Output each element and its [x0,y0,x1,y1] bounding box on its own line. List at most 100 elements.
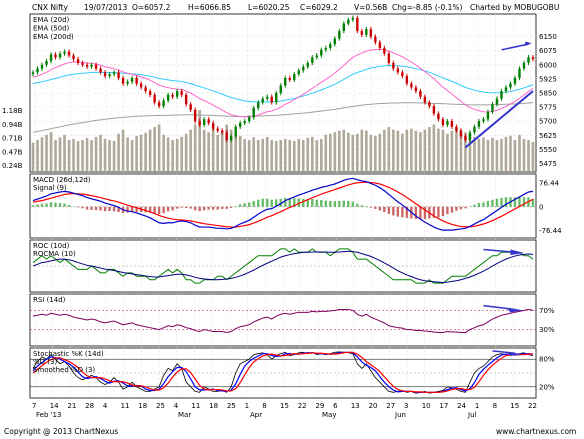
stoch-d-line [32,351,534,393]
volume-bar [365,130,368,171]
volume-bar [261,138,265,171]
candle-body [441,119,445,125]
volume-bar [220,132,224,171]
volume-bar [157,124,161,171]
candle-body [383,47,386,54]
volume-tick-label: 0.24B [2,162,23,170]
volume-bar [459,129,463,171]
candle-body [31,72,35,75]
macd-hist-bar [54,202,57,207]
candle-body [112,72,116,75]
volume-bar [324,134,328,171]
macd-hist-bar [405,206,409,218]
candle-body [329,44,332,48]
candle-body [518,68,521,78]
volume-bar [401,133,404,171]
ema200-line [32,102,534,133]
x-tick-label: 25 [156,402,165,410]
candle-body [356,17,359,32]
volume-bar [67,139,71,171]
volume-bar [441,129,445,171]
copyright-label: Copyright @ 2013 ChartNexus [4,427,118,436]
volume-bar [103,138,107,171]
candle-body [513,77,517,84]
candle-body [378,42,382,48]
macd-hist-bar [103,206,107,212]
macd-hist-bar [518,197,521,207]
month-label: May [322,411,336,419]
volume-bar [180,136,183,171]
macd-hist-bar [464,206,467,209]
volume-bar [319,138,323,171]
volume-bar [500,138,503,171]
rsi-legend-entry: RSI (14d) [33,296,66,304]
candle-body [261,98,264,103]
x-tick-label: 7 [32,402,36,410]
candle-body [342,23,346,32]
macd-hist-bar [261,198,264,207]
volume-bar [225,124,228,171]
volume-bar [383,129,386,171]
x-tick-label: 14 [50,402,59,410]
candle-body [432,106,436,114]
macd-hist-bar [45,203,48,207]
x-tick-label: 10 [422,402,431,410]
x-tick-label: 24 [457,402,466,410]
macd-hist-bar [148,206,152,213]
candle-body [302,66,305,71]
price-tick-label: 6000 [539,61,557,69]
macd-hist-bar [500,197,503,207]
volume-bar [509,135,512,171]
macd-hist-bar [252,200,255,207]
price-legend-entry: EMA (20d) [33,16,70,24]
candle-body [202,119,206,125]
macd-hist-bar [58,203,62,207]
volume-bar [274,141,278,171]
volume-bar [81,139,84,171]
candle-body [243,121,246,124]
candle-body [157,102,161,107]
macd-hist-bar [157,206,161,215]
x-tick-label: 8 [493,402,497,410]
volume-bar [40,137,44,171]
volume-bar [99,134,102,171]
candle-body [211,123,215,129]
macd-hist-bar [396,206,400,217]
x-tick-label: 25 [227,402,236,410]
rsi-tick-label: 30% [539,326,555,334]
volume-bar [175,138,179,171]
candle-body [392,62,395,69]
symbol-label: CNX Nifty [32,3,69,12]
candle-body [198,121,201,125]
volume-bar [360,129,364,171]
candle-body [139,83,143,88]
trend-line [464,90,534,149]
volume-bar [243,138,247,171]
macd-line [32,177,534,231]
candle-body [423,96,427,103]
macd-hist-bar [455,206,458,211]
candle-body [473,126,476,133]
candle-body [144,87,147,92]
macd-hist-bar [216,206,219,210]
volume-label: V=0.56B [354,3,387,12]
volume-bar [117,133,120,171]
volume-bar [513,139,517,171]
macd-hist-bar [446,206,449,215]
macd-legend-entry: MACD (26d,12d) [33,176,91,184]
volume-bar [252,137,256,171]
volume-bar [328,133,332,171]
x-tick-label: 11 [191,402,200,410]
volume-bar [193,124,197,171]
volume-bar [288,139,292,171]
macd-hist-bar [333,201,337,207]
candle-body [401,72,404,77]
volume-bar [94,136,98,171]
candle-body [207,119,210,124]
candle-body [216,128,219,131]
volume-tick-label: 1.18B [2,107,23,115]
volume-bar [265,136,269,171]
macd-tick-label: -76.44 [539,227,562,235]
macd-hist-bar [432,206,436,218]
